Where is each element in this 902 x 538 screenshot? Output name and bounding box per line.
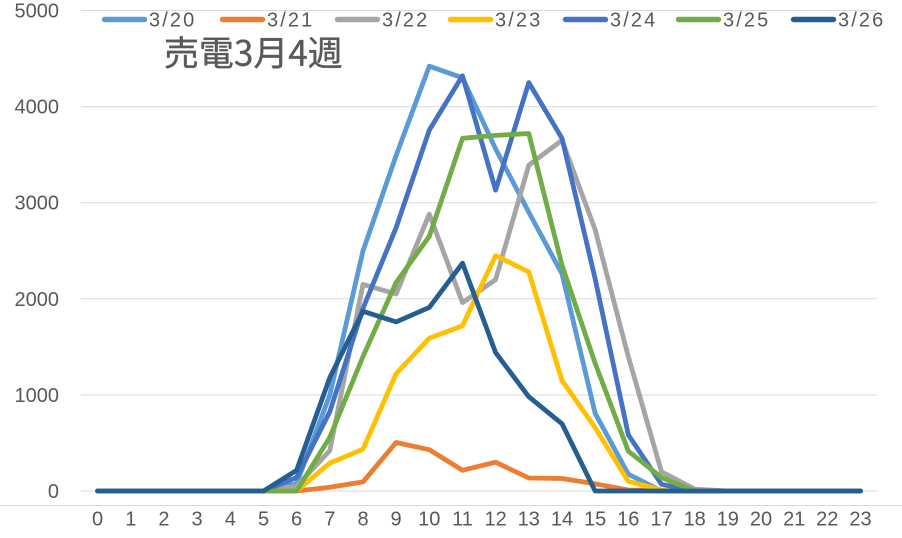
svg-text:18: 18 bbox=[684, 509, 706, 531]
svg-text:19: 19 bbox=[717, 509, 739, 531]
svg-text:17: 17 bbox=[650, 509, 672, 531]
svg-text:5: 5 bbox=[258, 509, 269, 531]
svg-text:22: 22 bbox=[816, 509, 838, 531]
svg-text:2000: 2000 bbox=[15, 289, 60, 311]
svg-text:4: 4 bbox=[225, 509, 236, 531]
svg-text:1000: 1000 bbox=[15, 385, 60, 407]
svg-text:3000: 3000 bbox=[15, 193, 60, 215]
svg-text:11: 11 bbox=[452, 509, 473, 531]
svg-text:1: 1 bbox=[125, 509, 136, 531]
svg-text:12: 12 bbox=[484, 509, 506, 531]
svg-text:9: 9 bbox=[391, 509, 402, 531]
svg-text:2: 2 bbox=[158, 509, 169, 531]
svg-text:3/23: 3/23 bbox=[495, 10, 542, 32]
svg-text:0: 0 bbox=[92, 509, 103, 531]
svg-text:3/20: 3/20 bbox=[149, 10, 196, 32]
svg-text:15: 15 bbox=[584, 509, 606, 531]
svg-text:7: 7 bbox=[324, 509, 335, 531]
svg-text:14: 14 bbox=[551, 509, 573, 531]
svg-text:3: 3 bbox=[192, 509, 203, 531]
svg-text:21: 21 bbox=[783, 509, 805, 531]
svg-text:16: 16 bbox=[617, 509, 639, 531]
svg-text:23: 23 bbox=[849, 509, 871, 531]
svg-text:8: 8 bbox=[357, 509, 368, 531]
svg-text:3/22: 3/22 bbox=[382, 10, 429, 32]
svg-text:3/25: 3/25 bbox=[723, 10, 770, 32]
svg-text:3/21: 3/21 bbox=[267, 10, 314, 32]
svg-text:3/24: 3/24 bbox=[610, 10, 657, 32]
svg-text:5000: 5000 bbox=[15, 1, 60, 23]
svg-text:10: 10 bbox=[418, 509, 440, 531]
svg-text:3/26: 3/26 bbox=[838, 10, 885, 32]
svg-text:4000: 4000 bbox=[15, 97, 60, 119]
svg-text:20: 20 bbox=[750, 509, 772, 531]
svg-text:13: 13 bbox=[518, 509, 540, 531]
svg-text:6: 6 bbox=[291, 509, 302, 531]
svg-text:0: 0 bbox=[48, 481, 59, 503]
